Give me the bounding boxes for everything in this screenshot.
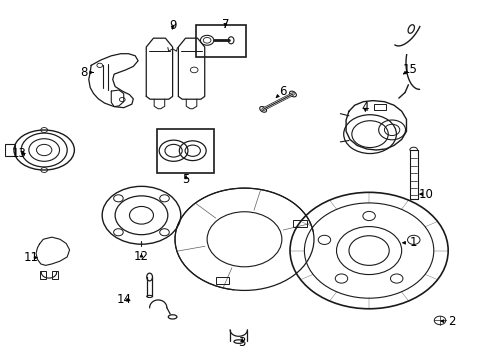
Text: 15: 15: [402, 63, 416, 76]
Text: 14: 14: [116, 293, 131, 306]
Bar: [157, 129, 213, 173]
Text: 1: 1: [402, 236, 417, 249]
Text: 5: 5: [182, 173, 189, 186]
Text: 9: 9: [168, 19, 176, 32]
Bar: [215, 277, 229, 284]
Text: 3: 3: [238, 336, 245, 349]
Bar: [195, 25, 245, 57]
Text: 6: 6: [276, 85, 286, 98]
Text: 7: 7: [221, 18, 228, 31]
Text: 12: 12: [134, 251, 149, 264]
Text: 2: 2: [440, 315, 455, 328]
Bar: [52, 271, 58, 279]
Text: 10: 10: [417, 188, 432, 201]
Text: 11: 11: [24, 251, 39, 264]
Bar: [40, 271, 45, 279]
Bar: [293, 220, 306, 226]
Bar: [5, 144, 15, 156]
Bar: [373, 104, 385, 111]
Text: 8: 8: [80, 66, 93, 79]
Text: 4: 4: [361, 101, 368, 114]
Text: 13: 13: [12, 147, 27, 160]
